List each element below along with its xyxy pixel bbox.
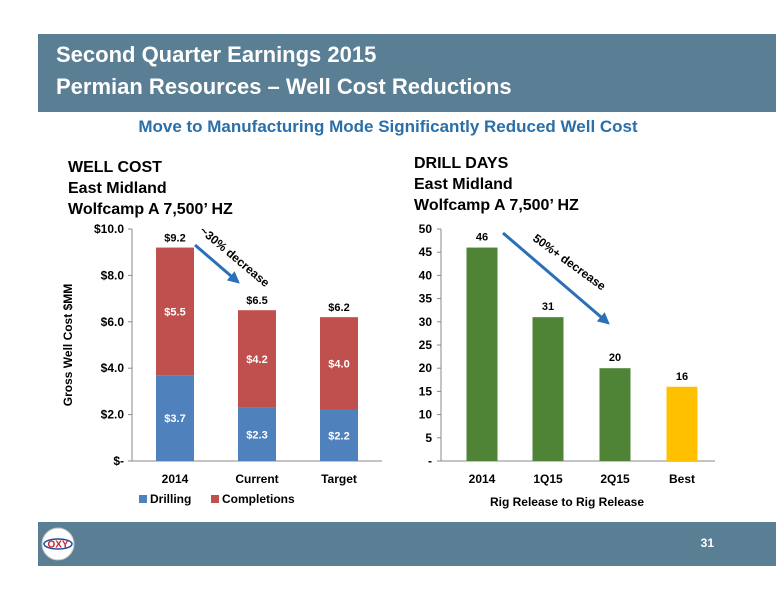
drill-days-y-tick-label: 30 [419, 315, 433, 329]
well-cost-data-label: $3.7 [164, 413, 185, 425]
drill-days-title-line: Wolfcamp A 7,500’ HZ [414, 197, 579, 214]
logo-text: OXY [47, 540, 68, 551]
well-cost-title-line: East Midland [68, 180, 167, 197]
well-cost-data-label: $2.2 [328, 430, 349, 442]
drill-days-bar [532, 317, 564, 461]
well-cost-x-tick-label: 2014 [162, 472, 189, 486]
drill-days-y-tick-label: 5 [425, 431, 432, 445]
well-cost-total-label: $6.2 [328, 302, 349, 314]
drill-days-chart-title: DRILL DAYS East Midland Wolfcamp A 7,500… [414, 153, 579, 216]
slide-tagline: Move to Manufacturing Mode Significantly… [138, 117, 638, 136]
well-cost-title-line: WELL COST [68, 159, 162, 176]
well-cost-legend-label: Drilling [150, 492, 191, 506]
drill-days-data-label: 20 [609, 352, 621, 364]
well-cost-bar-drilling [238, 407, 276, 461]
drill-days-y-tick-label: 45 [419, 245, 433, 259]
well-cost-data-label: $5.5 [164, 306, 185, 318]
page-number: 31 [700, 536, 714, 550]
drill-days-x-tick-label: Best [669, 472, 695, 486]
well-cost-y-axis-label: Gross Well Cost $MM [61, 284, 75, 406]
well-cost-y-tick-label: $8.0 [101, 268, 125, 282]
well-cost-total-label: $6.5 [246, 295, 267, 307]
well-cost-data-label: $2.3 [246, 429, 267, 441]
footer-banner: 31 OXY [38, 522, 776, 566]
well-cost-total-label: $9.2 [164, 233, 185, 245]
drill-days-y-tick-label: 40 [419, 268, 433, 282]
well-cost-data-label: $4.0 [328, 359, 349, 371]
drill-days-bar [666, 386, 698, 461]
well-cost-y-tick-label: $6.0 [101, 315, 125, 329]
drill-days-title-line: DRILL DAYS [414, 155, 509, 172]
drill-days-data-label: 31 [542, 301, 554, 313]
well-cost-x-tick-label: Current [235, 472, 278, 486]
well-cost-y-tick-label: $10.0 [94, 222, 124, 236]
well-cost-data-label: $4.2 [246, 354, 267, 366]
drill-days-title-line: East Midland [414, 176, 513, 193]
well-cost-bar-completions [320, 317, 358, 410]
drill-days-x-tick-label: 2014 [469, 472, 496, 486]
drill-days-data-label: 16 [676, 371, 688, 383]
slide-subtitle: Permian Resources – Well Cost Reductions [56, 74, 512, 99]
drill-days-bar [466, 247, 498, 461]
well-cost-legend-swatch [211, 495, 219, 503]
well-cost-y-tick-label: $4.0 [101, 361, 125, 375]
well-cost-bar-completions [156, 247, 194, 376]
well-cost-legend-label: Completions [222, 492, 295, 506]
drill-days-y-tick-label: 25 [419, 338, 433, 352]
drill-days-bar [599, 368, 631, 461]
well-cost-y-tick-label: $2.0 [101, 408, 125, 422]
well-cost-bar-drilling [156, 375, 194, 461]
drill-days-x-tick-label: 1Q15 [533, 472, 563, 486]
drill-days-x-axis-label: Rig Release to Rig Release [490, 495, 644, 509]
drill-days-y-tick-label: 15 [419, 384, 433, 398]
well-cost-bar-drilling [320, 409, 358, 461]
well-cost-chart-title: WELL COST East Midland Wolfcamp A 7,500’… [68, 157, 233, 220]
drill-days-y-tick-label: 10 [419, 408, 433, 422]
well-cost-bar-completions [238, 310, 276, 408]
well-cost-x-tick-label: Target [321, 472, 357, 486]
drill-days-x-tick-label: 2Q15 [600, 472, 630, 486]
drill-days-y-tick-label: 20 [419, 361, 433, 375]
slide-title: Second Quarter Earnings 2015 [56, 42, 377, 67]
drill-days-y-tick-label: 35 [419, 292, 433, 306]
well-cost-decrease-arrow [194, 243, 240, 284]
drill-days-y-tick-label: 50 [419, 222, 433, 236]
drill-days-data-label: 46 [476, 232, 488, 244]
drill-days-decrease-annotation: 50%+ decrease [530, 231, 608, 293]
oxy-logo-icon: OXY [41, 527, 75, 561]
well-cost-y-tick-label: $- [113, 454, 124, 468]
drill-days-y-tick-label: - [428, 454, 432, 468]
header-banner: Second Quarter Earnings 2015 Permian Res… [38, 34, 776, 112]
well-cost-legend-swatch [139, 495, 147, 503]
well-cost-title-line: Wolfcamp A 7,500’ HZ [68, 201, 233, 218]
drill-days-decrease-arrow [502, 231, 610, 325]
